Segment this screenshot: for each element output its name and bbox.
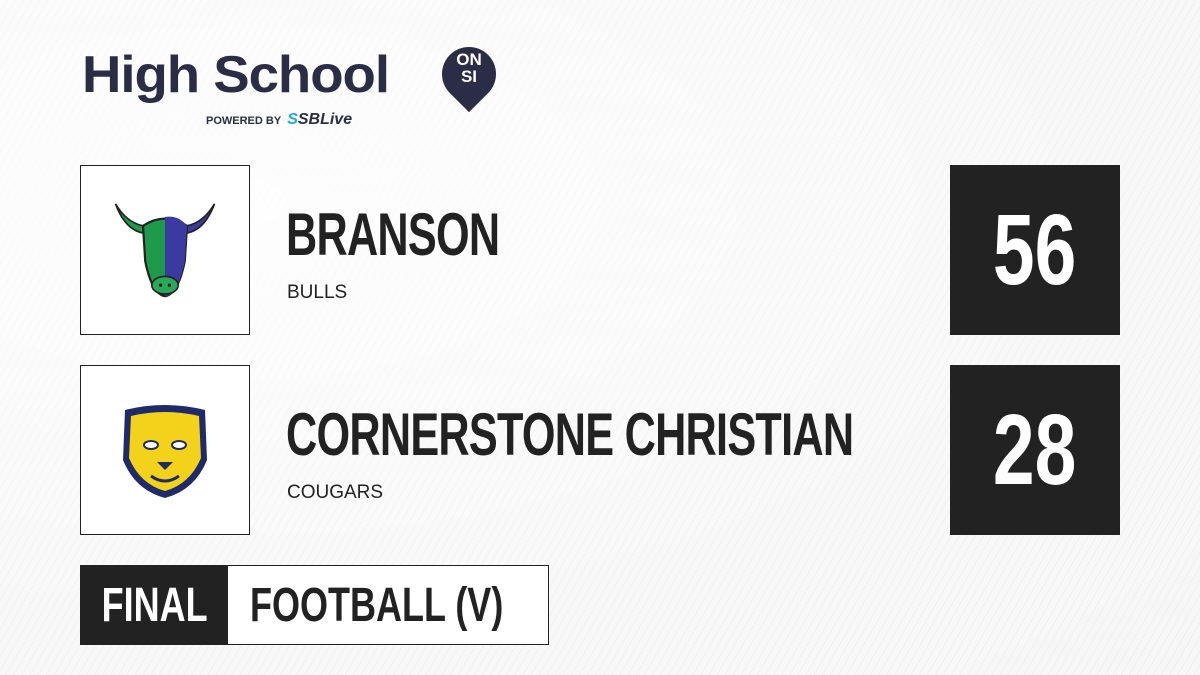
team-score: 56	[950, 165, 1120, 335]
sport-label: FOOTBALL (V)	[228, 566, 548, 644]
team-mascot: COUGARS	[287, 482, 384, 503]
team-mascot: BULLS	[287, 282, 348, 303]
status-badge: FINAL	[81, 566, 228, 644]
team-logo-cornerstone	[80, 365, 250, 535]
brand-logo: High School ON SI POWERED BY SSBLive	[82, 35, 508, 128]
team-score: 28	[950, 365, 1120, 535]
powered-by: POWERED BY SSBLive	[206, 111, 353, 128]
sblive-logo: S	[287, 111, 298, 128]
cougar-icon	[123, 405, 207, 498]
on-si-badge: ON SI	[456, 50, 482, 86]
team-name: CORNERSTONE CHRISTIAN	[286, 401, 854, 468]
bull-icon	[114, 203, 216, 298]
game-info: FINAL FOOTBALL (V)	[80, 565, 549, 645]
team-logo-branson	[80, 165, 250, 335]
team-name: BRANSON	[286, 201, 500, 268]
brand-title: High School	[82, 46, 390, 104]
